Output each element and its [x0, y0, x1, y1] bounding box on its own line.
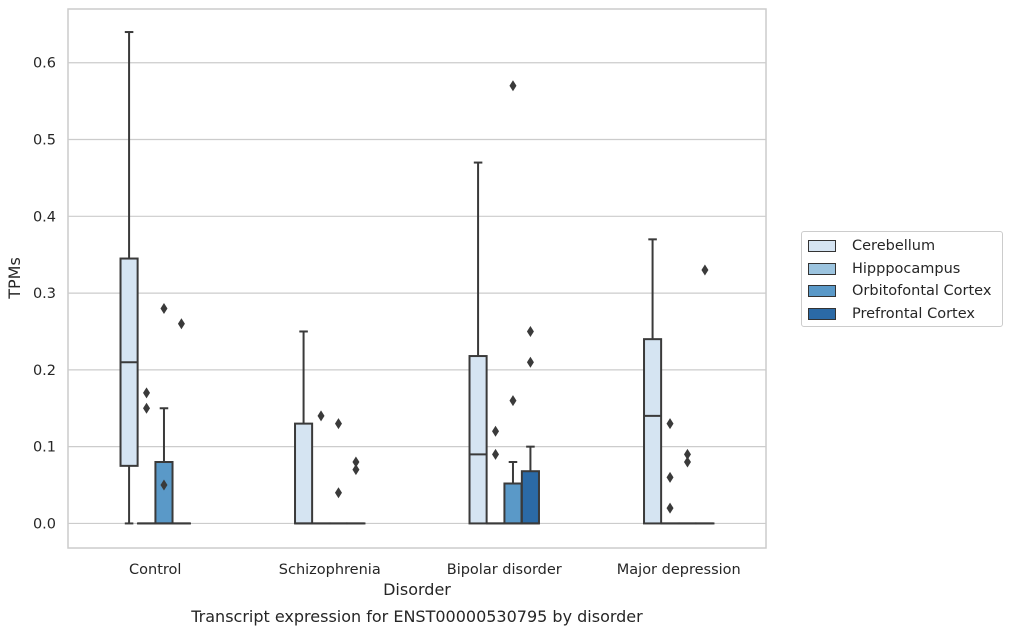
- outlier-marker: [334, 418, 342, 430]
- legend-label: Cerebellum: [852, 238, 936, 255]
- outlier-marker: [509, 80, 517, 92]
- legend-swatch: [808, 240, 836, 253]
- box-3-0: [171, 318, 191, 525]
- legend-item: Hipppocampus: [808, 258, 1002, 281]
- box-3-3: [695, 264, 715, 525]
- box-body: [503, 482, 523, 525]
- x-tick-labels: Control Schizophrenia Bipolar disorder Majo…: [129, 562, 741, 578]
- outlier-marker: [317, 410, 325, 422]
- box-0-3: [643, 238, 663, 525]
- outlier-marker: [492, 425, 500, 437]
- x-tick-label: Major depression: [617, 562, 741, 578]
- box-body: [643, 338, 663, 525]
- x-tick-label: Bipolar disorder: [447, 562, 562, 578]
- legend-item: Orbitofontal Cortex: [808, 280, 1002, 303]
- outlier-marker: [666, 502, 674, 514]
- y-tick-label: 0.6: [33, 56, 56, 72]
- box-2-2: [503, 80, 523, 525]
- outlier-marker: [683, 448, 691, 460]
- outlier-marker: [160, 479, 168, 491]
- legend-label: Hipppocampus: [852, 260, 961, 277]
- y-tick-label: 0.3: [33, 286, 56, 302]
- legend-swatch: [808, 307, 836, 320]
- outlier-marker: [352, 464, 360, 476]
- box-1-1: [311, 410, 331, 525]
- box-0-0: [119, 31, 139, 525]
- outlier-marker: [526, 325, 534, 337]
- x-axis-label: Disorder: [383, 580, 451, 599]
- box-3-2: [520, 325, 540, 525]
- y-tick-label: 0.0: [33, 516, 56, 532]
- outlier-marker: [666, 418, 674, 430]
- box-body: [154, 461, 174, 525]
- y-axis-label: TPMs: [5, 257, 24, 300]
- box-3-1: [346, 456, 366, 525]
- outlier-marker: [143, 402, 151, 414]
- outlier-marker: [177, 318, 185, 330]
- outlier-marker: [352, 456, 360, 468]
- box-1-3: [660, 418, 680, 525]
- outlier-marker: [683, 456, 691, 468]
- box-1-0: [136, 387, 157, 525]
- y-tick-label: 0.1: [33, 440, 56, 456]
- outlier-marker: [492, 448, 500, 460]
- legend-label: Orbitofontal Cortex: [852, 283, 992, 300]
- y-tick-label: 0.5: [33, 133, 56, 149]
- legend-item: Prefrontal Cortex: [808, 303, 1002, 326]
- chart-caption: Transcript expression for ENST0000053079…: [190, 607, 643, 626]
- x-tick-label: Schizophrenia: [279, 562, 381, 578]
- x-tick-label: Control: [129, 562, 181, 578]
- outlier-marker: [509, 395, 517, 407]
- legend: Cerebellum Hipppocampus Orbitofontal Corte…: [801, 231, 1003, 327]
- y-tick-labels: 0.0 0.1 0.2 0.3 0.4 0.5 0.6: [33, 56, 56, 533]
- box-body: [468, 355, 488, 525]
- box-0-2: [468, 161, 488, 525]
- box-0-1: [294, 330, 314, 525]
- boxes: [119, 31, 715, 525]
- y-tick-label: 0.4: [33, 209, 56, 225]
- outlier-marker: [160, 302, 168, 314]
- box-2-0: [154, 302, 174, 525]
- outlier-marker: [701, 264, 709, 276]
- outlier-marker: [666, 471, 674, 483]
- legend-label: Prefrontal Cortex: [852, 305, 975, 322]
- box-2-1: [328, 418, 349, 525]
- y-tick-label: 0.2: [33, 363, 56, 379]
- legend-swatch: [808, 262, 836, 275]
- outlier-marker: [334, 487, 342, 499]
- box-body: [294, 422, 314, 525]
- outlier-marker: [143, 387, 151, 399]
- box-body: [520, 470, 540, 525]
- legend-swatch: [808, 285, 836, 298]
- outlier-marker: [526, 356, 534, 368]
- legend-item: Cerebellum: [808, 235, 1002, 258]
